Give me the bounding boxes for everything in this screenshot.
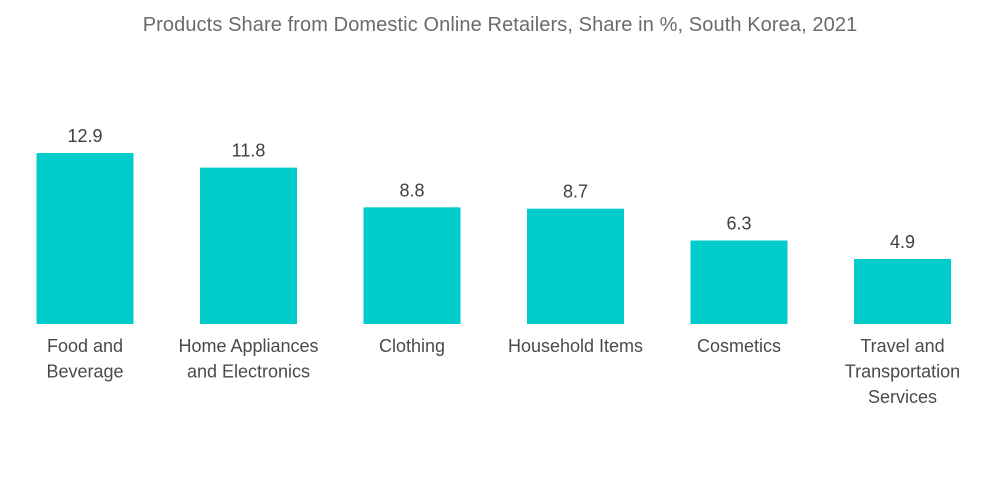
category-label-line: Food and [47,336,123,356]
chart-title: Products Share from Domestic Online Reta… [142,14,858,36]
value-label-6: 4.9 [890,232,915,252]
value-label-4: 8.7 [563,182,588,202]
value-label-1: 12.9 [67,126,102,146]
category-label-line: Transportation [845,362,960,382]
category-label-line: Travel and [860,336,944,356]
category-label-3: Clothing [379,336,445,356]
category-label-1: Food and Beverage [46,336,123,382]
bar-5 [690,240,788,324]
bar-1 [36,153,134,324]
category-label-line: Services [868,387,937,407]
category-label-4: Household Items [508,336,643,356]
category-label-2: Home Appliances and Electronics [178,336,318,382]
category-label-6: Travel and Transportation Services [845,336,960,407]
value-label-2: 11.8 [232,141,266,161]
value-label-5: 6.3 [726,214,751,234]
category-label-line: Clothing [379,336,445,356]
bar-2 [200,167,297,324]
category-label-line: Cosmetics [697,336,781,356]
bar-4 [527,208,624,324]
value-label-3: 8.8 [399,180,424,200]
category-label-line: and Electronics [187,362,310,382]
bars-group [36,153,951,324]
value-labels-group: 12.9 11.8 8.8 8.7 6.3 4.9 [67,126,915,252]
category-labels-group: Food and Beverage Home Appliances and Elect… [46,336,960,407]
category-label-line: Home Appliances [178,336,318,356]
bar-6 [854,259,951,324]
category-label-5: Cosmetics [697,336,781,356]
category-label-line: Beverage [46,362,123,382]
category-label-line: Household Items [508,336,643,356]
bar-3 [363,207,461,324]
